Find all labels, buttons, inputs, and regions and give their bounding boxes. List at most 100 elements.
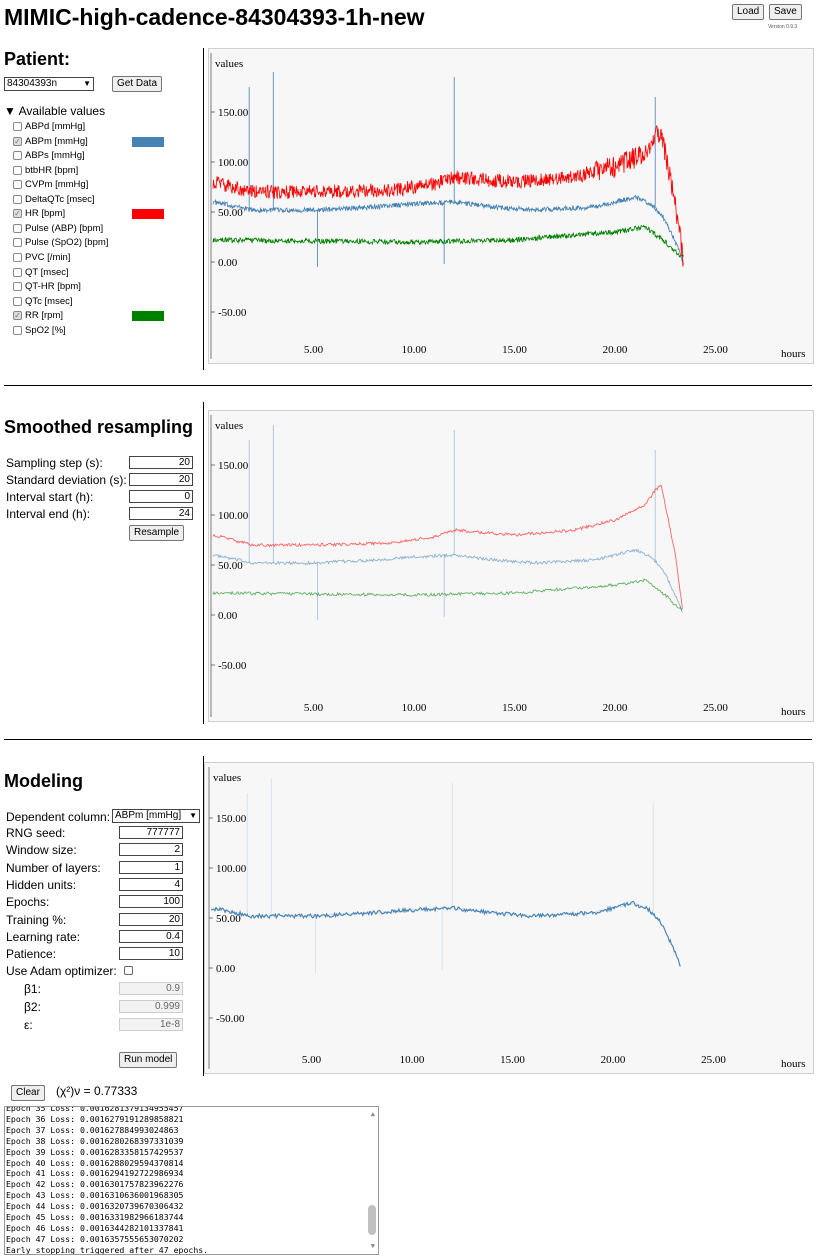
model-field-input[interactable]: 100: [119, 895, 183, 909]
log-line: Epoch 44 Loss: 0.0016320739670306432: [6, 1201, 184, 1212]
x-tick-label: 10.00: [402, 344, 427, 356]
x-tick-label: 15.00: [502, 344, 527, 356]
checkbox[interactable]: ✓: [13, 136, 22, 146]
resampling-field-input[interactable]: 20: [129, 456, 193, 469]
checkbox[interactable]: [13, 252, 22, 262]
get-data-button[interactable]: Get Data: [112, 76, 163, 92]
log-line: Epoch 42 Loss: 0.0016301757823962276: [6, 1179, 184, 1190]
checkbox[interactable]: [13, 282, 22, 292]
checkbox[interactable]: [13, 165, 22, 175]
checkbox[interactable]: [13, 325, 22, 335]
version-label: Version 0.9.3: [768, 24, 798, 30]
value-label: ABPm [mmHg]: [25, 135, 88, 147]
value-label: SpO2 [%]: [25, 324, 66, 336]
training-log[interactable]: Epoch 35 Loss: 0.0016281379134955457 Epoc…: [4, 1106, 379, 1255]
y-tick-label: -50.00: [216, 1013, 245, 1025]
log-line: Epoch 43 Loss: 0.0016310636001968305: [6, 1190, 184, 1201]
y-tick-label: 50.00: [218, 560, 243, 572]
series-color-swatch: [132, 311, 164, 322]
log-line: Epoch 41 Loss: 0.0016294192722986934: [6, 1168, 184, 1179]
value-checkbox-item[interactable]: btbHR [bpm]: [13, 165, 78, 176]
value-checkbox-item[interactable]: ✓ HR [bpm]: [13, 208, 65, 219]
value-label: PVC [/min]: [25, 251, 71, 263]
resampling-field-label: Interval start (h):: [6, 490, 94, 504]
checkbox[interactable]: [13, 180, 22, 190]
value-checkbox-item[interactable]: ✓ RR [rpm]: [13, 310, 63, 321]
save-button[interactable]: Save: [769, 4, 802, 20]
value-checkbox-item[interactable]: Pulse (SpO2) [bpm]: [13, 237, 108, 248]
checkbox[interactable]: [13, 122, 22, 131]
model-field-input[interactable]: 4: [119, 877, 183, 891]
resampling-field-input[interactable]: 0: [129, 490, 193, 503]
resample-button[interactable]: Resample: [129, 525, 185, 541]
value-label: RR [rpm]: [25, 310, 63, 322]
model-field-input[interactable]: 20: [119, 912, 183, 926]
model-field-input[interactable]: 10: [119, 947, 183, 961]
value-checkbox-item[interactable]: QT [msec]: [13, 267, 69, 278]
dependent-column-select[interactable]: ABPm [mmHg] ▼: [112, 809, 200, 823]
value-checkbox-item[interactable]: QT-HR [bpm]: [13, 281, 81, 292]
log-line: Epoch 39 Loss: 0.0016283358157429537: [6, 1146, 184, 1157]
adam-param-input[interactable]: 0.9: [119, 982, 183, 995]
run-model-button[interactable]: Run model: [119, 1052, 178, 1068]
checkbox[interactable]: [13, 267, 22, 277]
scrollbar-thumb[interactable]: [368, 1205, 376, 1235]
triangle-down-icon: ▼: [4, 104, 19, 118]
checkbox[interactable]: [13, 194, 22, 204]
model-field-input[interactable]: 0.4: [119, 929, 183, 943]
raw-data-chart: values hours 150.00 100.00 50.00 0.00 -50.00 5.…: [208, 48, 814, 364]
checkbox[interactable]: [13, 223, 22, 233]
log-line: Early stopping triggered after 47 epochs…: [6, 1244, 209, 1255]
checkbox[interactable]: [13, 238, 22, 248]
log-line: Epoch 40 Loss: 0.0016288029594370814: [6, 1157, 184, 1168]
adam-param-input[interactable]: 0.999: [119, 1000, 183, 1013]
value-checkbox-item[interactable]: CVPm [mmHg]: [13, 179, 88, 190]
available-values-toggle[interactable]: ▼ Available values: [4, 104, 105, 118]
resampling-heading: Smoothed resampling: [4, 417, 194, 437]
model-field-input[interactable]: 777777: [119, 826, 183, 839]
model-field-label: Learning rate:: [6, 929, 81, 944]
value-label: btbHR [bpm]: [25, 164, 79, 176]
value-label: ABPs [mmHg]: [25, 150, 85, 162]
resampling-field-input[interactable]: 24: [129, 507, 193, 520]
dependent-column-value: ABPm [mmHg]: [115, 810, 182, 821]
value-label: QT [msec]: [25, 266, 69, 278]
value-checkbox-item[interactable]: QTc [msec]: [13, 296, 73, 307]
scroll-up-icon[interactable]: ▲: [370, 1110, 375, 1118]
log-line: Epoch 35 Loss: 0.0016281379134955457: [6, 1106, 184, 1113]
checkbox[interactable]: ✓: [13, 311, 22, 321]
value-checkbox-item[interactable]: ✓ ABPm [mmHg]: [13, 136, 88, 147]
value-checkbox-item[interactable]: DeltaQTc [msec]: [13, 194, 95, 205]
x-axis-label: hours: [781, 1058, 805, 1070]
y-tick-label: -50.00: [218, 307, 247, 319]
value-label: CVPm [mmHg]: [25, 179, 89, 191]
page-title: MIMIC-high-cadence-84304393-1h-new: [4, 4, 425, 30]
resampling-field-input[interactable]: 20: [129, 473, 193, 486]
model-field-input[interactable]: 1: [119, 860, 183, 874]
adam-checkbox[interactable]: [124, 966, 133, 975]
series-line-abpm: [212, 195, 684, 265]
checkbox[interactable]: ✓: [13, 209, 22, 219]
value-checkbox-item[interactable]: SpO2 [%]: [13, 325, 66, 336]
divider: [203, 48, 204, 370]
x-tick-label: 15.00: [500, 1054, 525, 1066]
patient-select[interactable]: 84304393n ▼: [4, 77, 94, 91]
y-tick-label: 150.00: [218, 107, 249, 119]
load-button[interactable]: Load: [732, 4, 765, 20]
value-checkbox-item[interactable]: ABPd [mmHg]: [13, 121, 85, 132]
checkbox[interactable]: [13, 296, 22, 306]
series-line-hr: [212, 484, 683, 609]
y-tick-label: 100.00: [218, 510, 249, 522]
model-field-input[interactable]: 2: [119, 843, 183, 857]
value-checkbox-item[interactable]: PVC [/min]: [13, 252, 70, 263]
checkbox[interactable]: [13, 151, 22, 161]
y-tick-label: -50.00: [218, 660, 247, 672]
value-checkbox-item[interactable]: Pulse (ABP) [bpm]: [13, 223, 103, 234]
adam-param-input[interactable]: 1e-8: [119, 1018, 183, 1031]
clear-button[interactable]: Clear: [11, 1085, 45, 1101]
x-tick-label: 5.00: [304, 702, 324, 714]
value-checkbox-item[interactable]: ABPs [mmHg]: [13, 150, 85, 161]
scroll-down-icon[interactable]: ▼: [370, 1242, 375, 1251]
series-line-hr: [212, 124, 684, 267]
value-label: Pulse (SpO2) [bpm]: [25, 237, 109, 249]
